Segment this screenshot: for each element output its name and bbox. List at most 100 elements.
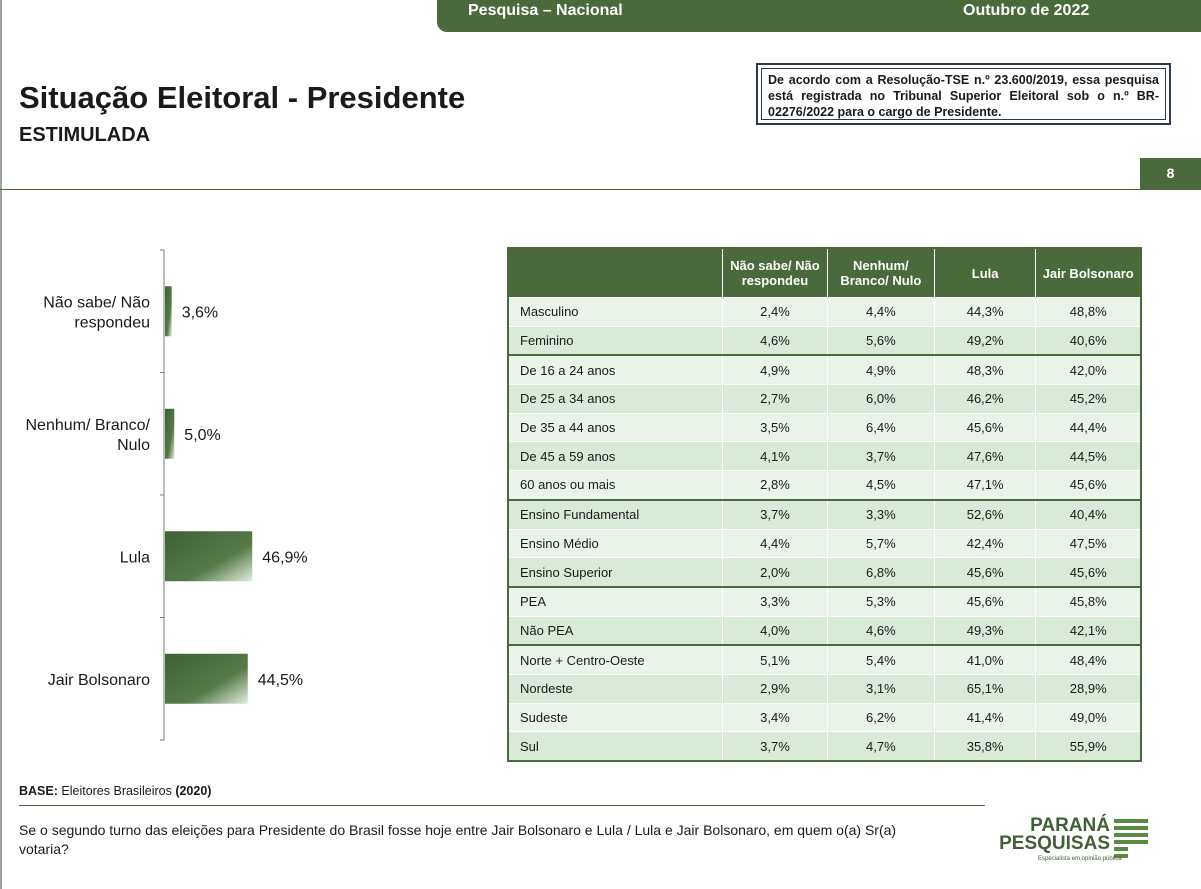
table-cell: 45,6% xyxy=(933,412,1036,442)
table-cell: 46,2% xyxy=(933,384,1036,414)
table-row-label: 60 anos ou mais xyxy=(508,470,723,500)
parana-pesquisas-logo: PARANÁ PESQUISAS Especialista em opinião… xyxy=(999,815,1154,865)
table-cell: 45,8% xyxy=(1035,585,1141,617)
bar-3 xyxy=(165,653,248,704)
table-row: Nordeste 2,9% 3,1% 65,1% 28,9% xyxy=(508,673,1141,704)
survey-date: Outubro de 2022 xyxy=(963,2,1090,19)
table-cell: 4,4% xyxy=(722,528,828,558)
table-row: PEA 3,3% 5,3% 45,6% 45,8% xyxy=(508,585,1141,617)
registration-code: BR-02276/2022 xyxy=(768,89,1159,119)
table-row-label: Norte + Centro-Oeste xyxy=(508,644,723,675)
table-cell: 4,4% xyxy=(826,297,935,327)
table-row-label: Sul xyxy=(508,731,723,761)
table-cell: 48,8% xyxy=(1035,297,1141,327)
table-cell: 5,3% xyxy=(826,585,935,617)
table-column-header: Jair Bolsonaro xyxy=(1035,248,1141,298)
bar-2 xyxy=(165,531,253,582)
table-row: Feminino 4,6% 5,6% 49,2% 40,6% xyxy=(508,325,1141,356)
table-cell: 5,6% xyxy=(826,325,935,356)
table-row: De 35 a 44 anos 3,5% 6,4% 45,6% 44,4% xyxy=(508,412,1141,442)
table-row: Masculino 2,4% 4,4% 44,3% 48,8% xyxy=(508,297,1141,327)
survey-question: Se o segundo turno das eleições para Pre… xyxy=(19,822,897,857)
table-cell: 44,3% xyxy=(933,297,1036,327)
table-cell: 45,6% xyxy=(933,585,1036,617)
table-cell: 41,0% xyxy=(933,644,1036,675)
registration-note-prefix: De acordo com a Resolução-TSE n.º 23.600… xyxy=(768,73,1159,103)
vote-intention-bar-chart: Não sabe/ Não respondeu 3,6% Nenhum/ Branco… xyxy=(25,249,308,741)
table-row: Sul 3,7% 4,7% 35,8% 55,9% xyxy=(508,731,1141,761)
table-row: Ensino Superior 2,0% 6,8% 45,6% 45,6% xyxy=(508,557,1141,587)
table-column-header-line: respondeu xyxy=(741,273,809,288)
table-row: Não PEA 4,0% 4,6% 49,3% 42,1% xyxy=(508,615,1141,646)
table-row: 60 anos ou mais 2,8% 4,5% 47,1% 45,6% xyxy=(508,470,1141,500)
table-cell: 47,5% xyxy=(1035,528,1141,558)
table-row-label: Nordeste xyxy=(508,673,723,704)
table-cell: 65,1% xyxy=(933,673,1036,704)
table-row: De 16 a 24 anos 4,9% 4,9% 48,3% 42,0% xyxy=(508,354,1141,385)
table-cell: 45,6% xyxy=(1035,470,1141,500)
table-cell: 48,3% xyxy=(933,354,1036,385)
table-column-header: Não sabe/ Não respondeu xyxy=(722,248,828,298)
footer-divider xyxy=(19,805,985,806)
table-cell: 6,8% xyxy=(826,557,935,587)
table-cell: 47,6% xyxy=(933,441,1036,471)
table-row: Norte + Centro-Oeste 5,1% 5,4% 41,0% 48,4% xyxy=(508,644,1141,675)
bar-0 xyxy=(165,286,172,337)
page-number: 8 xyxy=(1140,158,1201,189)
table-cell: 5,1% xyxy=(722,644,828,675)
table-row-label: PEA xyxy=(508,585,723,617)
base-year: (2020) xyxy=(175,784,212,798)
page-title: Situação Eleitoral - Presidente xyxy=(19,80,466,115)
survey-title: Pesquisa – Nacional xyxy=(468,2,623,19)
table-column-header-line: Jair Bolsonaro xyxy=(1042,265,1134,281)
table-column-header: Lula xyxy=(933,248,1036,298)
table-column-header: Nenhum/Branco/ Nulo xyxy=(826,248,935,298)
page-frame-left xyxy=(0,0,2,889)
registration-note-text: De acordo com a Resolução-TSE n.º 23.600… xyxy=(761,68,1166,120)
table-row-label: Masculino xyxy=(508,297,723,327)
table-row-label: De 45 a 59 anos xyxy=(508,441,723,471)
bar-category-label: Nulo xyxy=(117,437,150,454)
table-row-label: Ensino Médio xyxy=(508,528,723,558)
table-cell: 45,2% xyxy=(1035,384,1141,414)
table-cell: 3,5% xyxy=(722,412,828,442)
table-column-header-line: Não sabe/ Não xyxy=(730,258,820,273)
table-row: De 45 a 59 anos 4,1% 3,7% 47,6% 44,5% xyxy=(508,441,1141,471)
table-cell: 49,3% xyxy=(933,615,1036,646)
table-row-label: De 35 a 44 anos xyxy=(508,412,723,442)
table-cell: 49,0% xyxy=(1035,702,1141,732)
table-column-header-line: Lula xyxy=(971,265,999,281)
logo-tagline: Especialista em opinião pública xyxy=(1038,856,1122,862)
table-cell: 4,9% xyxy=(722,354,828,385)
table-cell: 40,6% xyxy=(1035,325,1141,356)
table-cell: 52,6% xyxy=(933,498,1036,529)
bar-1 xyxy=(165,408,175,459)
table-cell: 44,5% xyxy=(1035,441,1141,471)
table-cell: 6,4% xyxy=(826,412,935,442)
table-cell: 35,8% xyxy=(933,731,1036,761)
table-cell: 55,9% xyxy=(1035,731,1141,761)
table-cell: 49,2% xyxy=(933,325,1036,356)
table-column-header-line: Nenhum/ xyxy=(853,258,909,273)
bar-category-label: Jair Bolsonaro xyxy=(48,672,150,689)
table-cell: 41,4% xyxy=(933,702,1036,732)
page-subtitle: ESTIMULADA xyxy=(19,124,151,146)
table-row-label: De 16 a 24 anos xyxy=(508,354,723,385)
bar-category-label: Lula xyxy=(120,549,150,566)
table-cell: 4,9% xyxy=(826,354,935,385)
table-cell: 2,9% xyxy=(722,673,828,704)
bar-category-label: Nenhum/ Branco/ xyxy=(25,417,150,434)
bar-value-label: 5,0% xyxy=(184,427,220,444)
table-cell: 42,1% xyxy=(1035,615,1141,646)
table-cell: 42,0% xyxy=(1035,354,1141,385)
table-cell: 45,6% xyxy=(1035,557,1141,587)
table-header-row: Não sabe/ Não respondeu Nenhum/Branco/ Nul… xyxy=(508,248,1141,298)
registration-note: De acordo com a Resolução-TSE n.º 23.600… xyxy=(756,63,1171,125)
table-cell: 6,0% xyxy=(826,384,935,414)
bar-value-label: 3,6% xyxy=(182,304,218,321)
table-cell: 2,7% xyxy=(722,384,828,414)
logo-stripes-icon xyxy=(1114,819,1148,858)
table-row-label: Sudeste xyxy=(508,702,723,732)
table-row: Sudeste 3,4% 6,2% 41,4% 49,0% xyxy=(508,702,1141,732)
table-cell: 3,7% xyxy=(722,731,828,761)
